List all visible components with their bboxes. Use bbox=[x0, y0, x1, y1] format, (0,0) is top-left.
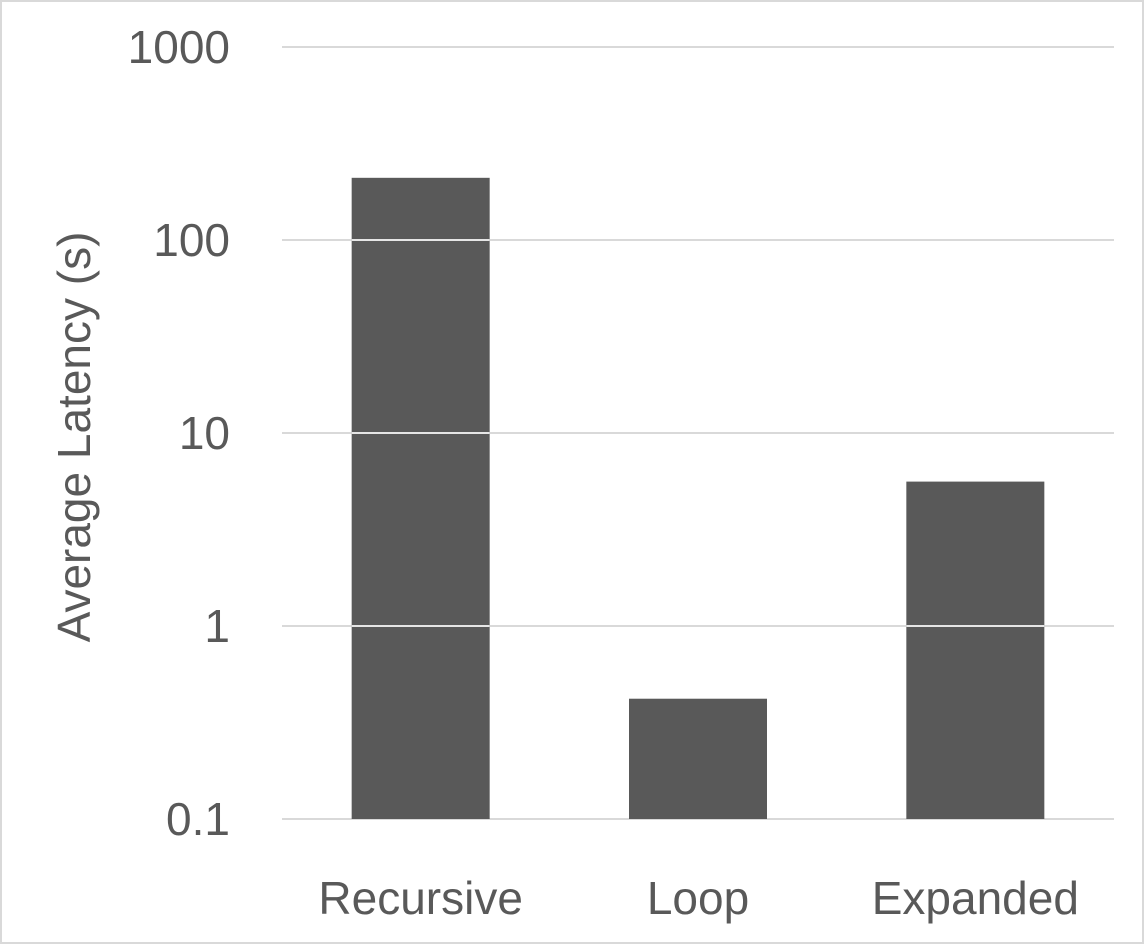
bar-loop bbox=[629, 698, 767, 819]
y-tick-label: 10 bbox=[179, 407, 230, 459]
x-tick-label: Loop bbox=[647, 872, 749, 924]
gridline-overlay bbox=[351, 239, 1045, 627]
y-axis-title: Average Latency (s) bbox=[48, 232, 100, 643]
y-tick-label: 0.1 bbox=[166, 793, 230, 845]
x-tick-label: Expanded bbox=[872, 872, 1079, 924]
y-tick-labels: 0.1 1 10 100 1000 bbox=[128, 21, 230, 845]
x-tick-labels: Recursive Loop Expanded bbox=[318, 872, 1079, 924]
y-tick-label: 1 bbox=[204, 600, 230, 652]
bar-expanded bbox=[906, 481, 1045, 819]
bar-recursive bbox=[351, 177, 490, 820]
x-tick-label: Recursive bbox=[318, 872, 523, 924]
y-tick-label: 1000 bbox=[128, 21, 230, 73]
y-tick-label: 100 bbox=[153, 214, 230, 266]
bars bbox=[351, 177, 1045, 820]
